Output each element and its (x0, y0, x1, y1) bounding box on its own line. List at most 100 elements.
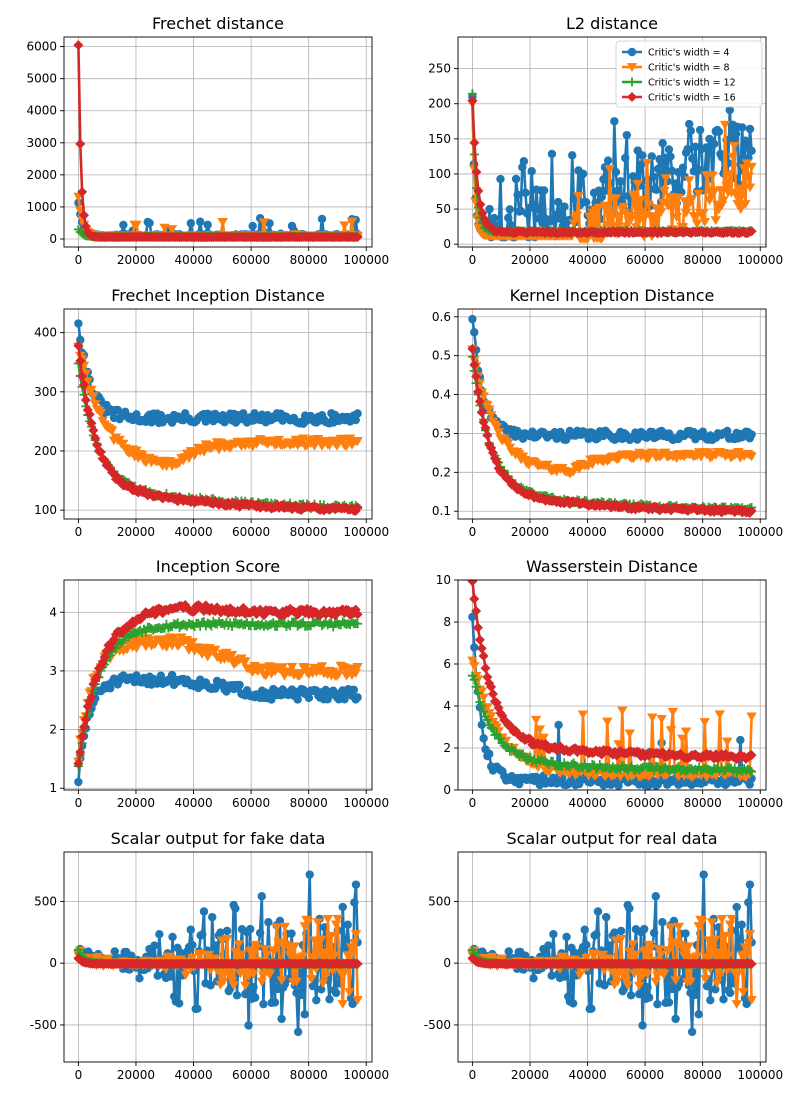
data-point (670, 179, 680, 188)
plot-area (73, 40, 363, 243)
data-point (226, 650, 238, 660)
data-point (478, 650, 489, 661)
data-point (92, 671, 103, 682)
data-point (610, 117, 619, 126)
data-point (316, 662, 328, 672)
data-point (624, 947, 635, 957)
data-point (678, 951, 690, 960)
data-point (649, 928, 659, 938)
data-point (745, 124, 755, 134)
data-point (681, 929, 690, 938)
data-point (599, 175, 608, 184)
data-point (164, 952, 175, 962)
y-tick-label: 100 (34, 503, 57, 517)
data-point (547, 149, 557, 159)
data-point (485, 204, 494, 214)
data-point (647, 713, 658, 723)
data-point (316, 935, 327, 945)
plot-area (467, 89, 757, 244)
data-point (469, 359, 480, 370)
data-point (468, 612, 477, 622)
x-tick-label: 0 (75, 1068, 83, 1082)
data-point (587, 460, 598, 470)
data-point (246, 924, 255, 934)
y-tick-label: 200 (428, 97, 451, 111)
y-tick-label: 4 (443, 699, 451, 713)
data-point (258, 218, 270, 228)
data-point (667, 938, 678, 948)
series-w16 (467, 95, 757, 239)
data-point (187, 638, 198, 647)
data-point (625, 904, 634, 913)
data-point (349, 685, 359, 694)
data-point (297, 952, 309, 962)
data-point (653, 164, 663, 174)
x-tick-label: 100000 (343, 525, 389, 539)
data-point (611, 167, 621, 177)
data-point (653, 945, 665, 955)
axes-frame (63, 36, 373, 248)
data-point (622, 981, 633, 991)
data-point (150, 941, 159, 950)
data-point (602, 912, 611, 922)
data-point (77, 186, 88, 197)
y-tick-label: 1 (49, 781, 57, 795)
data-point (706, 918, 718, 928)
data-point (135, 974, 144, 983)
series-w16 (467, 580, 757, 765)
data-point (724, 920, 736, 930)
grid (64, 37, 372, 247)
plot-area (467, 314, 757, 518)
x-tick-label: 20000 (511, 253, 549, 267)
x-tick-label: 80000 (290, 796, 328, 810)
data-point (649, 172, 658, 182)
axes-frame (63, 308, 373, 520)
data-point (88, 425, 99, 436)
data-point (155, 929, 164, 939)
data-point (353, 619, 363, 629)
data-point (352, 609, 363, 620)
x-tick-label: 20000 (511, 525, 549, 539)
data-point (293, 1027, 303, 1037)
data-point (317, 214, 327, 224)
data-point (610, 194, 622, 204)
data-point (713, 948, 724, 958)
data-point (188, 940, 197, 950)
data-point (306, 974, 317, 984)
data-point (73, 758, 84, 769)
x-tick-label: 100000 (737, 1068, 783, 1082)
data-point (223, 967, 234, 977)
data-point (707, 171, 718, 181)
data-point (610, 928, 619, 937)
data-point (714, 710, 725, 720)
data-point (353, 409, 362, 418)
chart-title: Inception Score (156, 557, 280, 576)
data-point (293, 695, 302, 704)
data-point (710, 935, 721, 945)
data-point (248, 221, 257, 231)
data-point (487, 952, 498, 962)
data-point (627, 761, 637, 771)
data-point (270, 998, 280, 1007)
x-tick-label: 100000 (343, 253, 389, 267)
data-point (744, 898, 753, 907)
data-point (309, 936, 320, 946)
data-point (630, 950, 642, 960)
data-point (741, 159, 753, 169)
y-tick-label: 2 (49, 723, 57, 737)
data-point (470, 328, 479, 337)
data-point (733, 184, 745, 194)
data-point (287, 929, 296, 938)
x-tick-label: 40000 (568, 1068, 606, 1082)
data-point (248, 970, 259, 979)
data-point (635, 990, 644, 999)
data-point (642, 970, 653, 979)
data-point (473, 622, 484, 633)
data-point (473, 688, 483, 698)
data-point (539, 186, 549, 195)
data-point (684, 176, 695, 186)
data-point (726, 188, 737, 198)
data-point (113, 405, 122, 415)
data-point (638, 151, 647, 160)
